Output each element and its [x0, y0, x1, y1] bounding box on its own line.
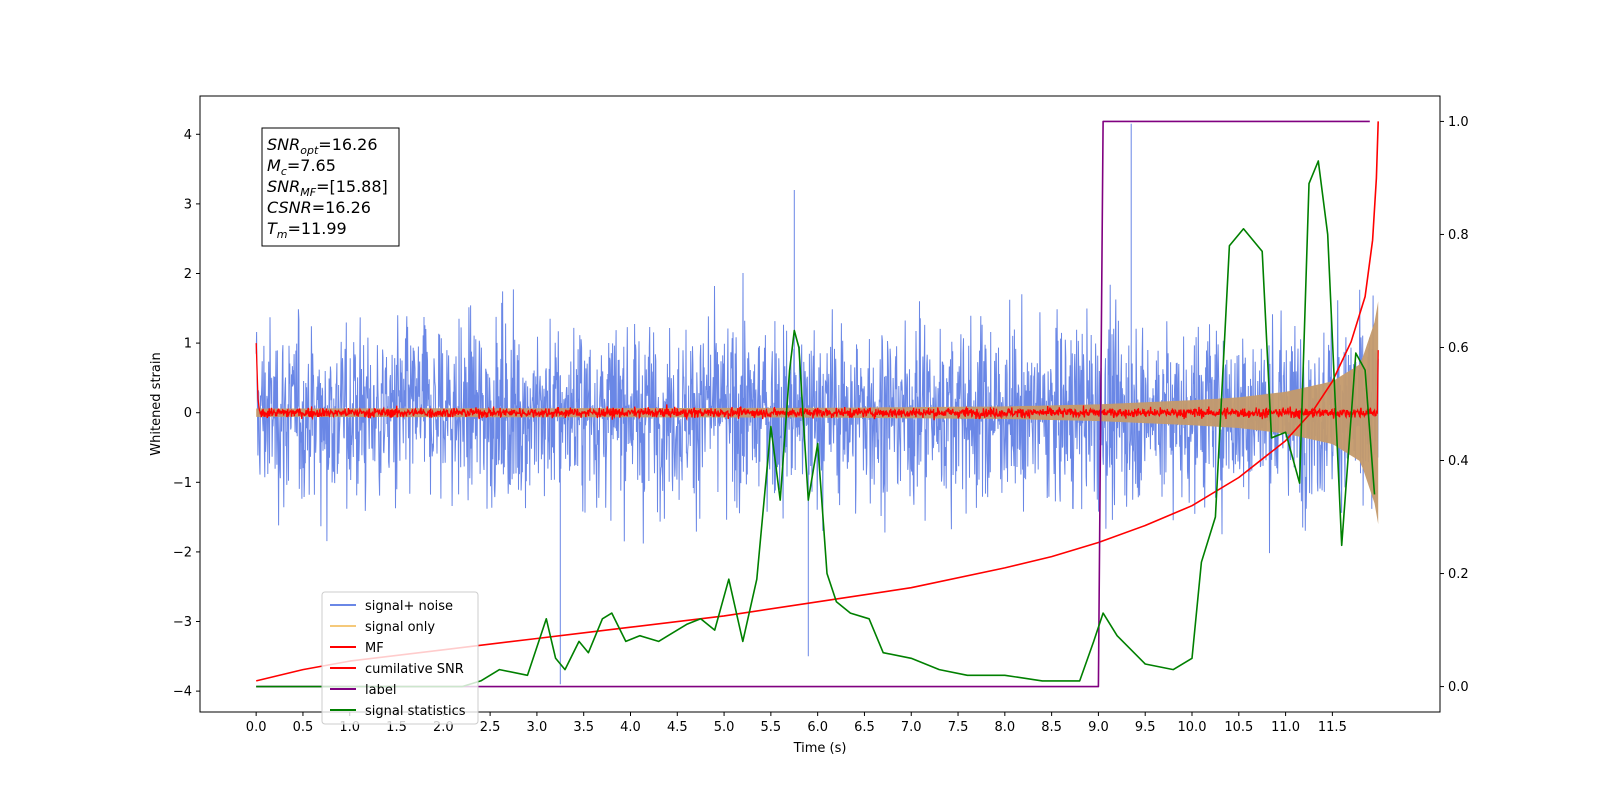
x-tick-label: 5.5 — [761, 720, 782, 735]
legend-label: signal+ noise — [365, 599, 453, 614]
legend-label: cumilative SNR — [365, 662, 464, 677]
x-tick-label: 7.5 — [948, 720, 969, 735]
series-mf — [255, 343, 1379, 421]
y-left-tick-label: 1 — [184, 337, 192, 352]
x-tick-label: 8.5 — [1041, 720, 1062, 735]
x-axis-label: Time (s) — [793, 741, 847, 756]
x-tick-label: 4.0 — [620, 720, 641, 735]
series-label — [256, 120, 1370, 688]
x-tick-label: 0.0 — [246, 720, 267, 735]
x-tick-label: 7.0 — [901, 720, 922, 735]
legend: signal+ noise signal only MF cumilative SNR… — [321, 591, 479, 725]
x-tick-label: 8.0 — [994, 720, 1015, 735]
annotation-frame — [261, 127, 400, 247]
annotation-line: SNRopt=16.26 — [267, 135, 378, 157]
y-left-tick-label: −3 — [173, 615, 192, 630]
y-right-axis: 0.0 0.2 0.4 0.6 0.8 1.0 — [1440, 115, 1469, 695]
x-tick-label: 0.5 — [293, 720, 314, 735]
series-signal-noise — [255, 123, 1379, 685]
x-tick-label: 6.0 — [807, 720, 828, 735]
y-left-tick-label: 4 — [184, 128, 192, 143]
legend-frame — [321, 591, 479, 725]
x-tick-label: 11.5 — [1318, 720, 1347, 735]
x-tick-label: 5.0 — [714, 720, 735, 735]
x-tick-label: 2.5 — [480, 720, 501, 735]
series-cumulative-snr — [256, 121, 1379, 682]
y-axis-label: Whitened strain — [149, 352, 164, 455]
legend-label: MF — [365, 641, 384, 656]
series-signal-statistics — [256, 160, 1376, 688]
y-right-tick-label: 0.6 — [1448, 341, 1469, 356]
y-left-tick-label: −2 — [173, 545, 192, 560]
legend-label: label — [365, 683, 396, 698]
annotation-box: SNRopt=16.26Mc=7.65SNRMF=[15.88]CSNR=16.… — [261, 127, 400, 247]
x-tick-label: 6.5 — [854, 720, 875, 735]
annotation-line: Mc=7.65 — [267, 156, 336, 178]
y-left-tick-label: 3 — [184, 197, 192, 212]
y-left-tick-label: −1 — [173, 476, 192, 491]
y-left-tick-label: −4 — [173, 685, 192, 700]
annotation-line: CSNR=16.26 — [267, 198, 371, 217]
x-tick-label: 4.5 — [667, 720, 688, 735]
y-right-tick-label: 0.2 — [1448, 567, 1469, 582]
x-tick-label: 9.5 — [1135, 720, 1156, 735]
legend-label: signal only — [365, 620, 435, 635]
x-tick-label: 11.0 — [1271, 720, 1300, 735]
x-tick-label: 3.0 — [527, 720, 548, 735]
annotation-line: Tm=11.99 — [267, 219, 347, 241]
x-tick-label: 10.0 — [1178, 720, 1207, 735]
y-left-tick-label: 2 — [184, 267, 192, 282]
y-right-tick-label: 0.4 — [1448, 454, 1469, 469]
y-left-tick-label: 0 — [184, 406, 192, 421]
x-tick-label: 3.5 — [573, 720, 594, 735]
plot-frame — [199, 95, 1441, 713]
y-right-tick-label: 1.0 — [1448, 115, 1469, 130]
y-left-axis: −4 −3 −2 −1 0 1 2 3 4 — [173, 128, 200, 700]
y-right-tick-label: 0.8 — [1448, 228, 1469, 243]
series-layer — [255, 120, 1379, 688]
x-tick-label: 9.0 — [1088, 720, 1109, 735]
legend-label: signal statistics — [365, 704, 466, 719]
annotation-line: SNRMF=[15.88] — [267, 177, 388, 199]
y-right-tick-label: 0.0 — [1448, 680, 1469, 695]
x-tick-label: 10.5 — [1224, 720, 1253, 735]
